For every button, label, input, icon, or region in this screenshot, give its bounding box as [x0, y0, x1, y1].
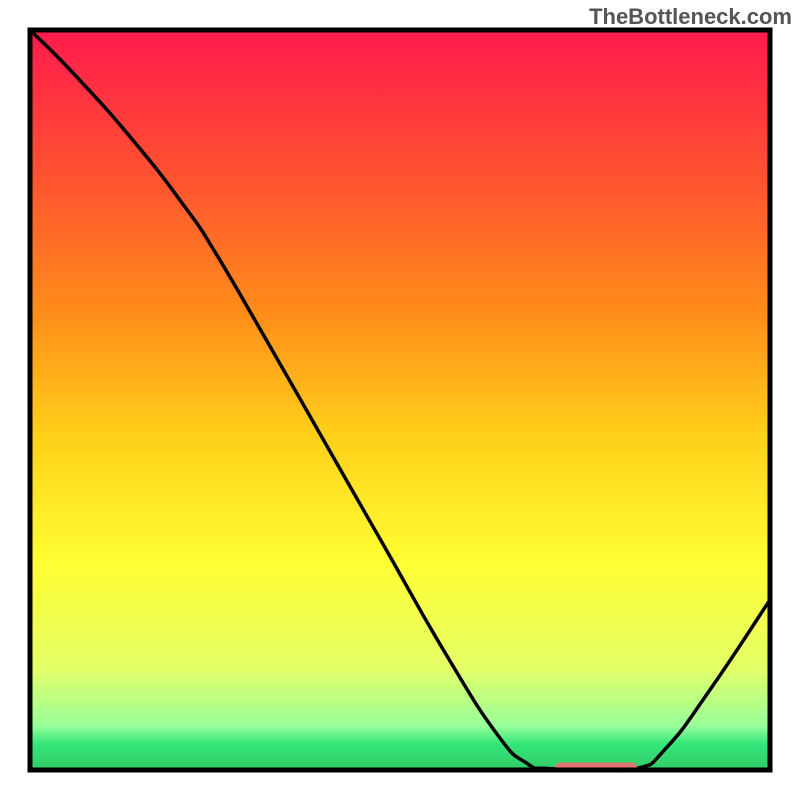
bottleneck-chart — [0, 0, 800, 800]
watermark-text: TheBottleneck.com — [589, 4, 792, 30]
chart-background — [30, 30, 770, 770]
chart-container: TheBottleneck.com — [0, 0, 800, 800]
